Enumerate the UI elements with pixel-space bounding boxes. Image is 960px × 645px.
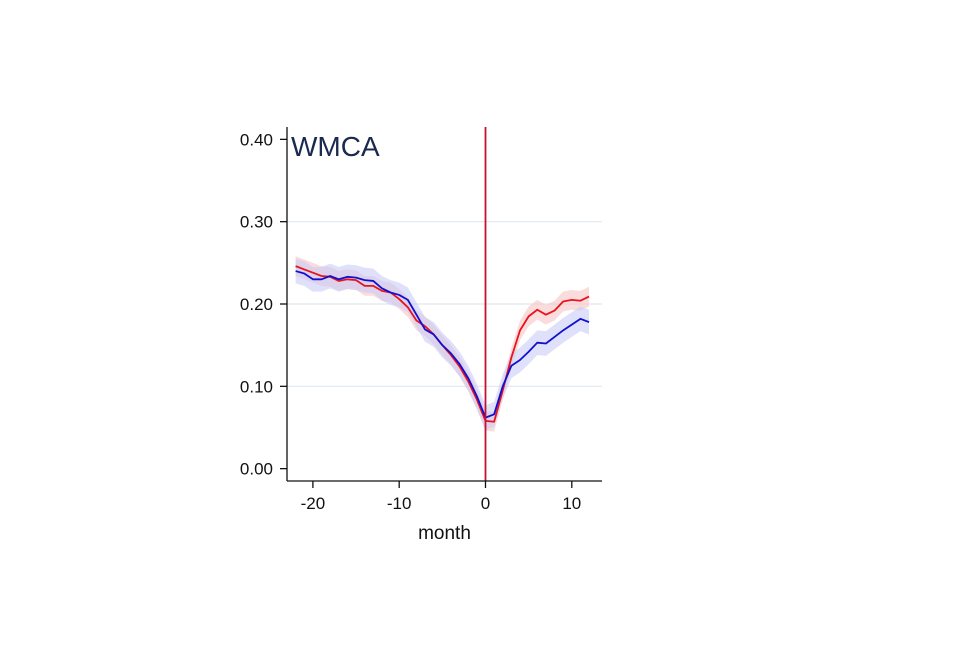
x-tick-label-0: -20 [301, 494, 326, 513]
tick-labels: 0.00 0.10 0.20 0.30 0.40 -20 -10 0 10 [240, 130, 581, 513]
y-tick-label-3: 0.30 [240, 213, 273, 232]
y-tick-label-4: 0.40 [240, 130, 273, 149]
x-tick-label-2: 0 [481, 494, 490, 513]
series-1-line [295, 270, 590, 419]
y-tick-label-1: 0.10 [240, 377, 273, 396]
panel-title: WMCA [291, 131, 380, 162]
x-axis-title: month [418, 523, 471, 544]
x-tick-label-1: -10 [387, 494, 412, 513]
y-tick-label-0: 0.00 [240, 460, 273, 479]
series-lines [295, 127, 590, 481]
x-tick-label-3: 10 [562, 494, 581, 513]
axes [280, 127, 602, 488]
y-tick-label-2: 0.20 [240, 295, 273, 314]
